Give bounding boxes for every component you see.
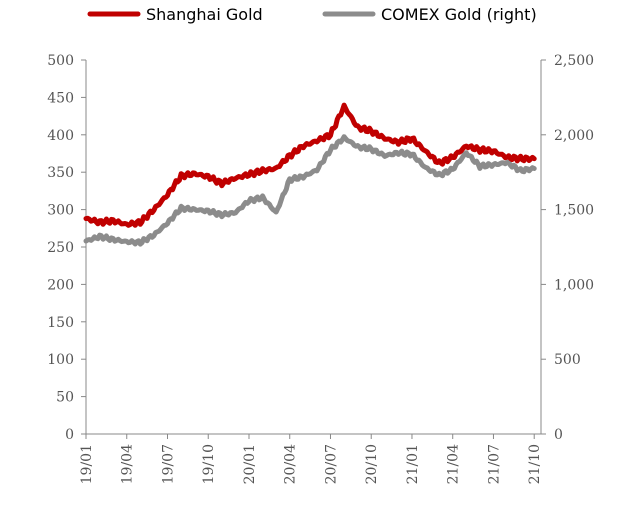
right-tick-label: 2,500 — [554, 53, 594, 69]
left-tick-label: 200 — [47, 277, 74, 293]
left-tick-label: 450 — [47, 90, 74, 106]
left-tick-label: 300 — [47, 203, 74, 219]
x-tick-label: 19/10 — [201, 444, 217, 484]
x-tick-label: 21/01 — [405, 444, 421, 484]
left-tick-label: 250 — [47, 240, 74, 256]
legend-label-comex-gold: COMEX Gold (right) — [381, 5, 537, 24]
left-tick-label: 100 — [47, 352, 74, 368]
legend: Shanghai Gold COMEX Gold (right) — [87, 5, 537, 24]
left-tick-label: 500 — [47, 53, 74, 69]
left-tick-label: 0 — [65, 427, 74, 443]
right-tick-label: 500 — [554, 352, 581, 368]
x-tick-label: 20/04 — [283, 444, 299, 484]
right-tick-label: 2,000 — [554, 128, 594, 144]
series-line-shanghai-gold — [83, 102, 537, 228]
right-tick-label: 0 — [554, 427, 563, 443]
x-tick-label: 19/07 — [160, 444, 176, 484]
left-tick-label: 150 — [47, 315, 74, 331]
x-tick-label: 20/07 — [323, 444, 339, 484]
x-tick-label: 19/01 — [79, 444, 95, 484]
x-tick-label: 21/04 — [446, 444, 462, 484]
series-line-comex-gold — [83, 134, 537, 247]
x-tick-label: 19/04 — [120, 444, 136, 484]
left-tick-label: 50 — [56, 390, 74, 406]
x-tick-label: 20/01 — [242, 444, 258, 484]
x-tick-label: 21/07 — [486, 444, 502, 484]
right-tick-label: 1,500 — [554, 203, 594, 219]
right-axis-ticks: 0 500 1,000 1,500 2,000 2,500 — [541, 53, 594, 443]
left-axis-ticks: 0 50 100 150 200 250 300 350 400 450 500 — [47, 53, 86, 443]
left-tick-label: 350 — [47, 165, 74, 181]
x-axis-ticks: 19/01 19/04 19/07 19/10 20/01 20/04 20/07 20/10… — [79, 434, 543, 484]
legend-label-shanghai-gold: Shanghai Gold — [146, 5, 263, 24]
right-tick-label: 1,000 — [554, 277, 594, 293]
x-tick-label: 20/10 — [364, 444, 380, 484]
x-tick-label: 21/10 — [527, 444, 543, 484]
left-tick-label: 400 — [47, 128, 74, 144]
